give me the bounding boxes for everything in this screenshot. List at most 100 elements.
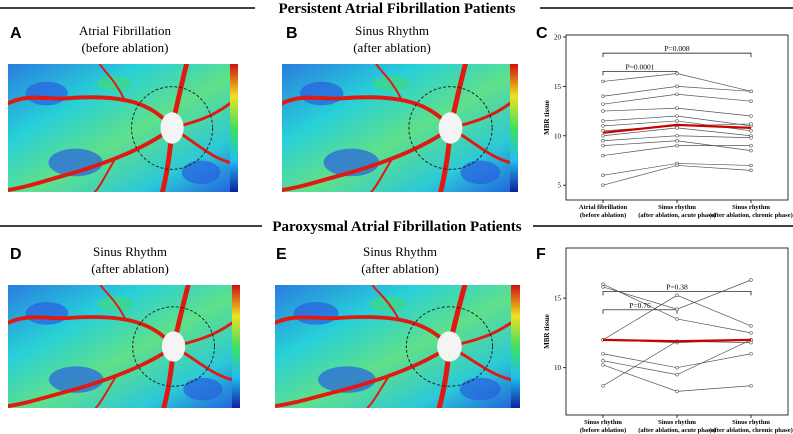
- panel-letter: E: [276, 246, 287, 263]
- point: [749, 99, 753, 103]
- caption: Sinus Rhythm: [93, 244, 167, 259]
- y-tick-label: 15: [554, 83, 562, 91]
- point: [675, 307, 679, 311]
- annotation: P=0.76: [629, 301, 651, 310]
- patient-line: [602, 353, 752, 369]
- point: [749, 384, 753, 388]
- point: [675, 317, 679, 321]
- point: [675, 92, 679, 96]
- caption: Sinus Rhythm: [363, 244, 437, 259]
- colorbar: [511, 285, 520, 408]
- section-title: Paroxysmal Atrial Fibrillation Patients: [272, 219, 521, 235]
- fundus-image: [275, 285, 511, 408]
- bracket: [602, 309, 678, 314]
- colorbar: [232, 285, 240, 408]
- annotation: P=0.008: [664, 44, 690, 53]
- y-tick-label: 15: [554, 295, 562, 303]
- point: [749, 122, 753, 126]
- point: [601, 153, 605, 158]
- x-tick-label: Atrial fibrillation (before ablation): [578, 204, 628, 219]
- x-tick-label: Sinus rhythm (after ablation, chronic ph…: [709, 204, 793, 219]
- point: [601, 139, 605, 143]
- fundus-image: [8, 64, 230, 192]
- fundus-image: [8, 285, 232, 408]
- point: [601, 282, 605, 286]
- x-tick-label: Sinus rhythm (before ablation): [579, 419, 627, 434]
- point: [675, 389, 679, 394]
- colorbar: [230, 64, 238, 192]
- panel-letter: D: [10, 246, 22, 263]
- point: [601, 102, 605, 106]
- point: [601, 134, 605, 138]
- point: [601, 143, 605, 148]
- point: [675, 119, 679, 123]
- point: [749, 331, 753, 335]
- point: [601, 94, 605, 98]
- caption: Sinus Rhythm: [355, 23, 429, 38]
- x-tick-label: Sinus rhythm (after ablation, acute phas…: [638, 419, 716, 434]
- point: [675, 163, 679, 168]
- y-tick-label: 5: [558, 182, 562, 190]
- point: [675, 293, 679, 298]
- patient-line: [602, 339, 752, 376]
- point: [601, 119, 605, 123]
- point: [601, 359, 605, 363]
- section-title: Persistent Atrial Fibrillation Patients: [278, 1, 515, 17]
- point: [749, 163, 753, 168]
- point: [601, 352, 605, 356]
- point: [749, 129, 753, 133]
- caption: (after ablation): [91, 261, 169, 276]
- x-tick-label: Sinus rhythm (after ablation, acute phas…: [638, 204, 716, 219]
- fundus-image: [282, 64, 510, 192]
- point: [601, 109, 605, 113]
- point: [601, 384, 605, 388]
- point: [749, 143, 753, 148]
- caption: (before ablation): [82, 40, 169, 55]
- point: [675, 139, 679, 143]
- point: [675, 84, 679, 89]
- panel-letter: A: [10, 25, 22, 42]
- point: [749, 148, 753, 153]
- point: [675, 114, 679, 118]
- point: [675, 126, 679, 130]
- point: [749, 324, 753, 328]
- point: [675, 134, 679, 138]
- point: [749, 340, 753, 345]
- point: [601, 173, 605, 177]
- colorbar: [510, 64, 518, 192]
- point: [675, 71, 679, 76]
- point: [749, 136, 753, 140]
- panel-letter: B: [286, 25, 298, 42]
- point: [601, 124, 605, 128]
- caption: Atrial Fibrillation: [79, 23, 172, 38]
- point: [601, 285, 605, 289]
- patient-line: [602, 340, 752, 387]
- caption: (after ablation): [353, 40, 431, 55]
- patient-line: [602, 73, 752, 92]
- bracket: [602, 52, 752, 58]
- point: [601, 363, 605, 367]
- caption: (after ablation): [361, 261, 439, 276]
- annotation: P=0.38: [666, 282, 688, 291]
- point: [601, 79, 605, 84]
- point: [675, 143, 679, 148]
- point: [749, 168, 753, 173]
- point: [749, 89, 753, 94]
- point: [749, 352, 753, 356]
- y-axis-label: MBR tissue: [543, 314, 551, 349]
- x-tick-label: Sinus rhythm (after ablation, chronic ph…: [709, 419, 793, 434]
- y-tick-label: 10: [554, 132, 562, 140]
- annotation: P=0.0001: [625, 62, 654, 71]
- panel-letter: C: [536, 25, 548, 42]
- patient-line: [602, 165, 752, 186]
- panel-letter: F: [536, 246, 546, 263]
- mean-line: [602, 123, 752, 134]
- point: [749, 278, 753, 282]
- point: [675, 372, 679, 377]
- y-axis-label: MBR tissue: [543, 100, 551, 135]
- y-tick-label: 20: [554, 33, 562, 41]
- mean-line: [602, 338, 752, 343]
- point: [749, 114, 753, 118]
